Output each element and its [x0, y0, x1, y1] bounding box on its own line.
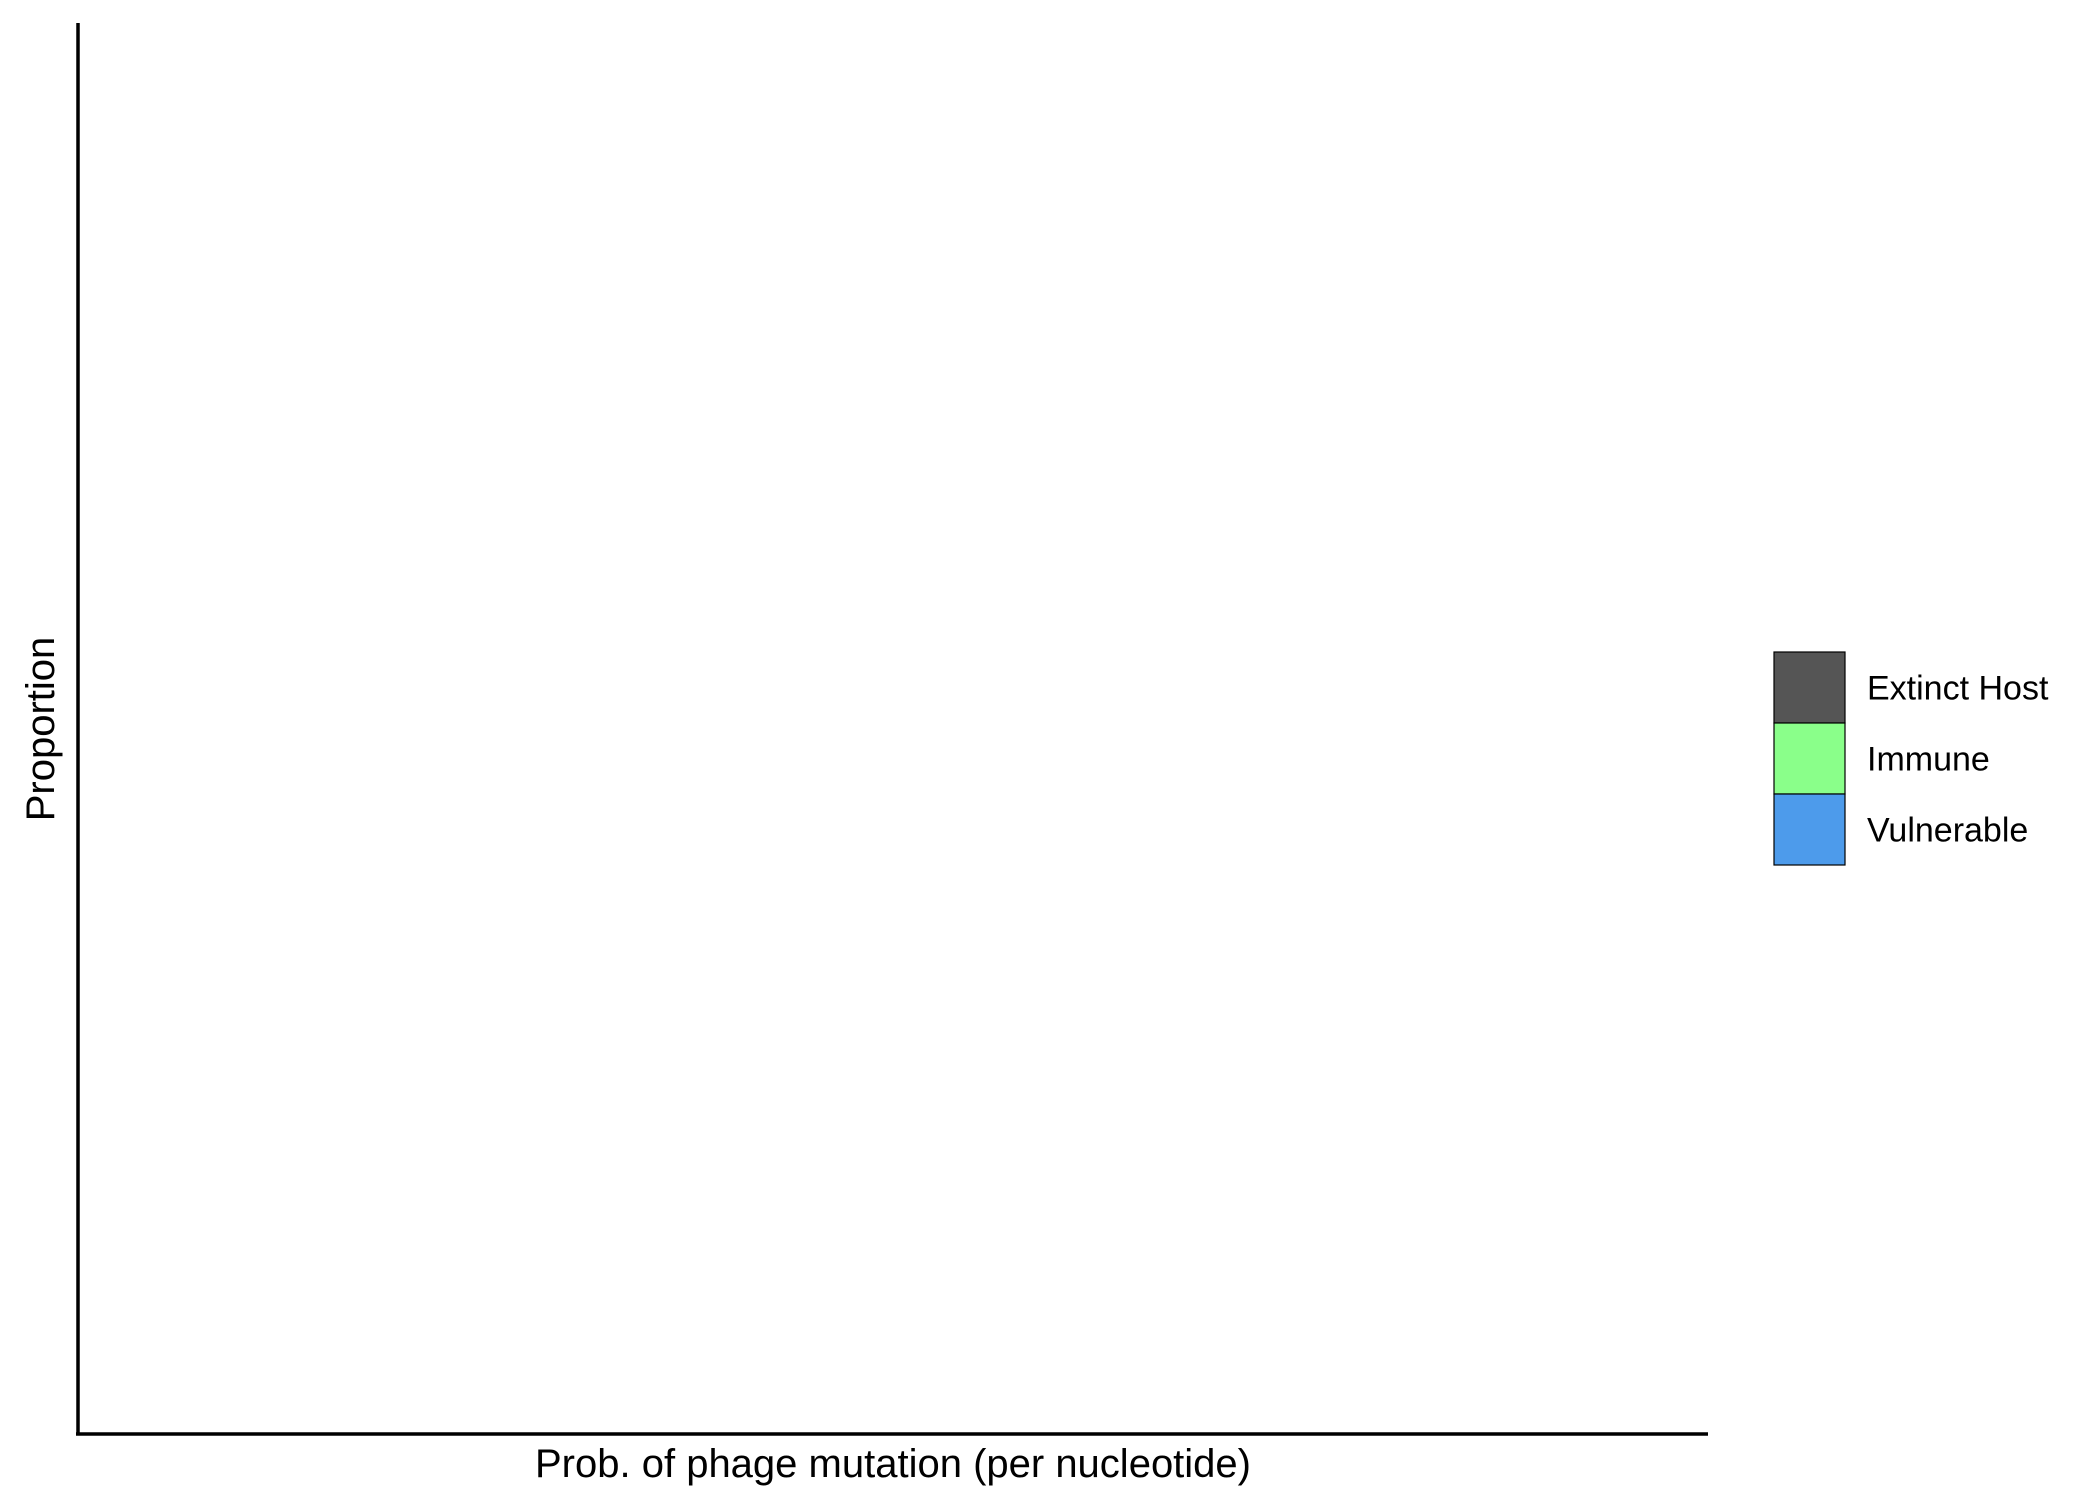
legend-key [1773, 651, 1846, 724]
y-axis-label: Proportion [19, 637, 63, 822]
legend: Extinct Host Immune Vulnerable [1773, 651, 2049, 866]
legend-key [1773, 722, 1846, 795]
legend-key [1773, 793, 1846, 866]
legend-label: Vulnerable [1867, 812, 2028, 850]
legend-label: Immune [1867, 741, 1990, 779]
x-axis-label: Prob. of phage mutation (per nucleotide) [535, 1442, 1251, 1486]
legend-label: Extinct Host [1867, 670, 2049, 708]
